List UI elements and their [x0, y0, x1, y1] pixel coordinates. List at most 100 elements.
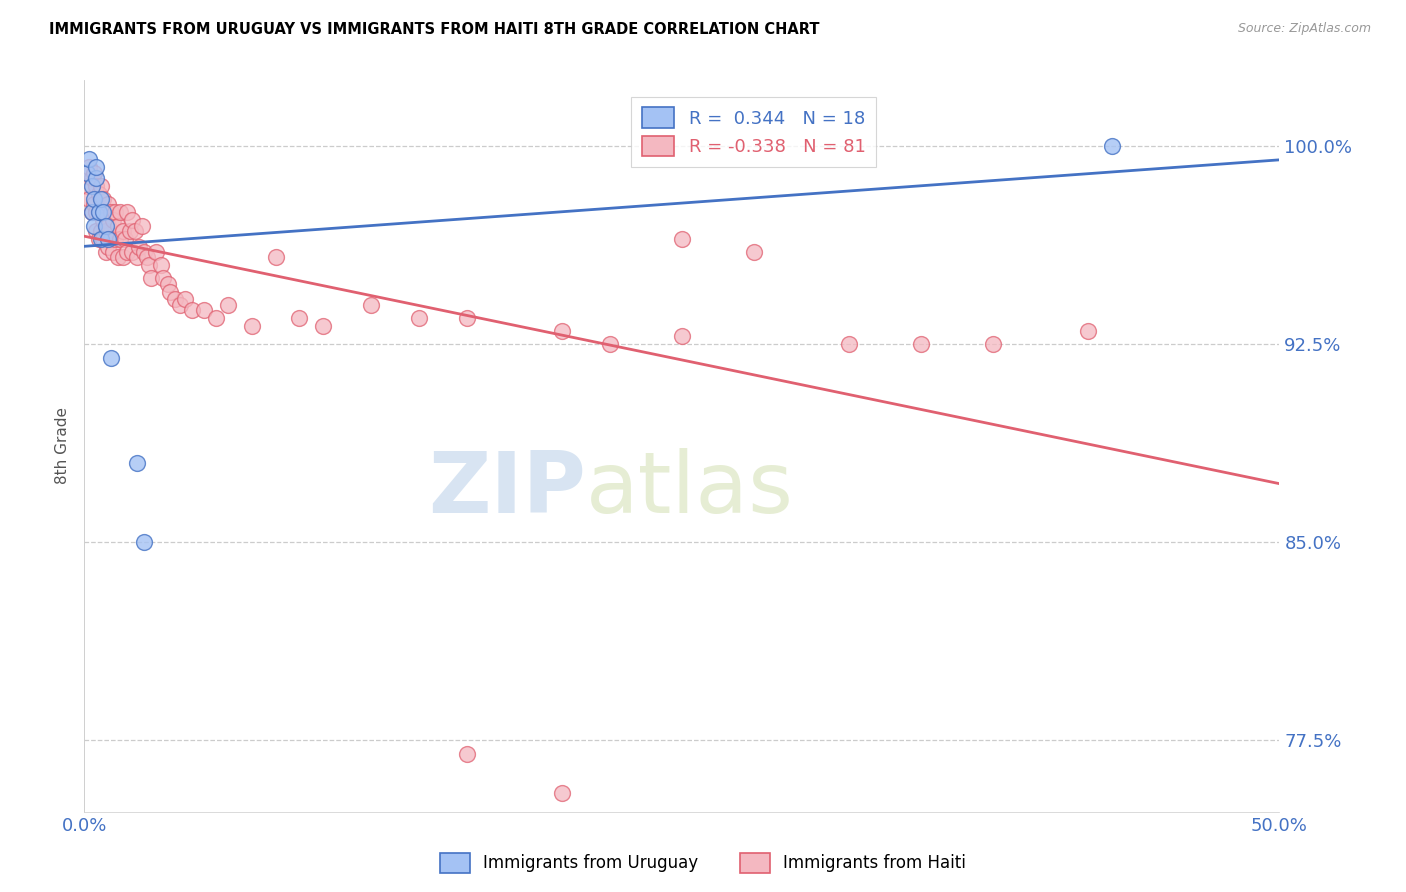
- Point: [240, 318, 263, 333]
- Text: ZIP: ZIP: [429, 449, 586, 532]
- Point: [90, 224, 112, 238]
- Point: [138, 258, 160, 272]
- Point: [125, 250, 148, 264]
- Point: [165, 293, 187, 307]
- Point: [193, 303, 215, 318]
- Point: [111, 250, 134, 264]
- Point: [97, 239, 120, 253]
- Point: [1077, 324, 1099, 338]
- Point: [910, 337, 932, 351]
- Point: [80, 171, 103, 186]
- Point: [671, 329, 693, 343]
- Point: [86, 178, 108, 193]
- Point: [77, 161, 100, 175]
- Point: [110, 232, 132, 246]
- Point: [101, 213, 124, 227]
- Point: [101, 244, 124, 259]
- Y-axis label: 8th Grade: 8th Grade: [55, 408, 70, 484]
- Point: [87, 205, 110, 219]
- Point: [456, 310, 478, 325]
- Point: [132, 535, 156, 549]
- Legend: Immigrants from Uruguay, Immigrants from Haiti: Immigrants from Uruguay, Immigrants from…: [433, 847, 973, 880]
- Point: [118, 224, 141, 238]
- Text: Source: ZipAtlas.com: Source: ZipAtlas.com: [1237, 22, 1371, 36]
- Point: [551, 786, 574, 800]
- Point: [77, 153, 100, 167]
- Point: [90, 205, 112, 219]
- Point: [80, 178, 103, 193]
- Point: [360, 298, 382, 312]
- Point: [125, 456, 148, 470]
- Point: [80, 205, 103, 219]
- Point: [288, 310, 311, 325]
- Point: [599, 337, 621, 351]
- Point: [121, 244, 143, 259]
- Point: [838, 337, 860, 351]
- Point: [169, 298, 191, 312]
- Point: [87, 186, 110, 201]
- Point: [80, 205, 103, 219]
- Point: [87, 205, 110, 219]
- Point: [100, 205, 122, 219]
- Point: [132, 244, 156, 259]
- Point: [107, 250, 129, 264]
- Point: [90, 192, 112, 206]
- Point: [94, 224, 117, 238]
- Point: [205, 310, 228, 325]
- Point: [742, 244, 765, 259]
- Point: [90, 178, 112, 193]
- Point: [110, 205, 132, 219]
- Point: [104, 205, 127, 219]
- Point: [97, 232, 120, 246]
- Point: [83, 219, 105, 233]
- Point: [86, 224, 108, 238]
- Point: [131, 219, 153, 233]
- Point: [100, 351, 122, 365]
- Point: [86, 205, 108, 219]
- Point: [76, 166, 98, 180]
- Point: [157, 277, 180, 291]
- Point: [173, 293, 195, 307]
- Point: [111, 224, 134, 238]
- Point: [76, 178, 98, 193]
- Point: [159, 285, 181, 299]
- Point: [90, 232, 112, 246]
- Point: [93, 205, 115, 219]
- Point: [117, 205, 139, 219]
- Point: [104, 232, 127, 246]
- Point: [141, 271, 163, 285]
- Point: [100, 232, 122, 246]
- Point: [94, 219, 117, 233]
- Point: [1101, 139, 1123, 153]
- Point: [264, 250, 287, 264]
- Point: [217, 298, 239, 312]
- Point: [94, 205, 117, 219]
- Point: [87, 232, 110, 246]
- Point: [152, 271, 174, 285]
- Point: [83, 192, 105, 206]
- Point: [181, 303, 204, 318]
- Point: [128, 239, 150, 253]
- Point: [86, 161, 108, 175]
- Point: [77, 192, 100, 206]
- Point: [97, 197, 120, 211]
- Point: [551, 324, 574, 338]
- Legend: R =  0.344   N = 18, R = -0.338   N = 81: R = 0.344 N = 18, R = -0.338 N = 81: [631, 96, 876, 167]
- Point: [124, 224, 146, 238]
- Point: [981, 337, 1004, 351]
- Point: [408, 310, 430, 325]
- Point: [97, 219, 120, 233]
- Point: [456, 747, 478, 761]
- Point: [83, 197, 105, 211]
- Text: atlas: atlas: [586, 449, 794, 532]
- Point: [145, 244, 167, 259]
- Text: IMMIGRANTS FROM URUGUAY VS IMMIGRANTS FROM HAITI 8TH GRADE CORRELATION CHART: IMMIGRANTS FROM URUGUAY VS IMMIGRANTS FR…: [49, 22, 820, 37]
- Point: [93, 232, 115, 246]
- Point: [93, 192, 115, 206]
- Point: [121, 213, 143, 227]
- Point: [671, 232, 693, 246]
- Point: [94, 244, 117, 259]
- Point: [149, 258, 172, 272]
- Point: [83, 166, 105, 180]
- Point: [312, 318, 335, 333]
